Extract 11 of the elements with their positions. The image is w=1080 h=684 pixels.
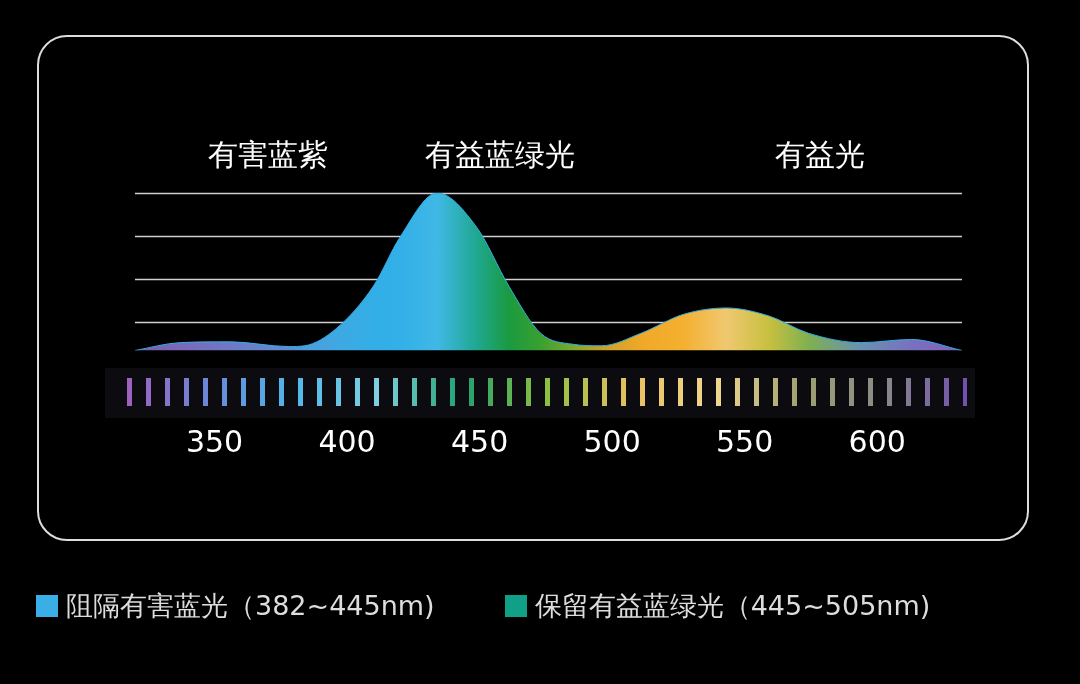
text: 有益蓝绿光 — [425, 137, 575, 172]
text: 保留有益蓝绿光（445~505nm) — [534, 589, 931, 623]
x-tick-label: 350 — [185, 424, 244, 460]
x-tick-label: 550 — [716, 424, 774, 460]
text: 有益光 — [775, 137, 865, 172]
x-tick-label: 400 — [318, 424, 376, 460]
text: 有害蓝紫 — [208, 137, 328, 172]
text: 阻隔有害蓝光（382~445nm) — [66, 589, 435, 623]
x-tick-label: 500 — [583, 424, 641, 460]
x-tick-label: 450 — [450, 424, 509, 460]
x-tick-label: 600 — [848, 424, 906, 460]
